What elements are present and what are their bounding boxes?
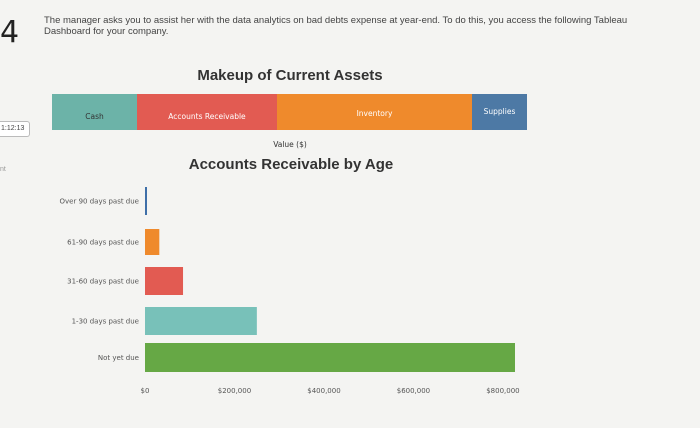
tick-label-3: $600,000 bbox=[397, 387, 430, 395]
tick-label-2: $400,000 bbox=[307, 387, 340, 395]
side-text: nt bbox=[0, 166, 6, 173]
bar-61-90-days-past-due bbox=[145, 229, 160, 255]
bar-1-30-days-past-due bbox=[145, 307, 257, 335]
tick-label-0: $0 bbox=[141, 387, 150, 395]
segment-inventory bbox=[277, 94, 472, 130]
segment-accounts-receivable bbox=[137, 94, 277, 130]
tick-label-1: $200,000 bbox=[218, 387, 251, 395]
bar-not-yet-due bbox=[145, 343, 515, 372]
category-label-61-90-days-past-due: 61-90 days past due bbox=[67, 239, 139, 247]
bar-31-60-days-past-due bbox=[145, 267, 184, 295]
ar-age-title: Accounts Receivable by Age bbox=[188, 156, 394, 173]
category-label-1-30-days-past-due: 1-30 days past due bbox=[72, 318, 139, 326]
current-assets-title: Makeup of Current Assets bbox=[197, 67, 383, 84]
question-number: 4 bbox=[0, 15, 20, 50]
segment-label-accounts-receivable: Accounts Receivable bbox=[168, 112, 246, 121]
category-label-over-90-days-past-due: Over 90 days past due bbox=[60, 198, 139, 206]
question-text: The manager asks you to assist her with … bbox=[44, 15, 628, 37]
x-axis-title: Value ($) bbox=[273, 140, 307, 149]
bar-over-90-days-past-due bbox=[145, 187, 147, 215]
category-label-31-60-days-past-due: 31-60 days past due bbox=[67, 278, 139, 286]
timer-badge: 1:12:13 bbox=[0, 121, 30, 137]
segment-supplies bbox=[472, 94, 527, 130]
segment-cash bbox=[52, 94, 137, 130]
segment-label-cash: Cash bbox=[85, 112, 104, 121]
category-label-not-yet-due: Not yet due bbox=[98, 354, 139, 362]
segment-label-inventory: Inventory bbox=[357, 109, 393, 118]
segment-label-supplies: Supplies bbox=[484, 107, 516, 116]
tick-label-4: $800,000 bbox=[486, 387, 519, 395]
